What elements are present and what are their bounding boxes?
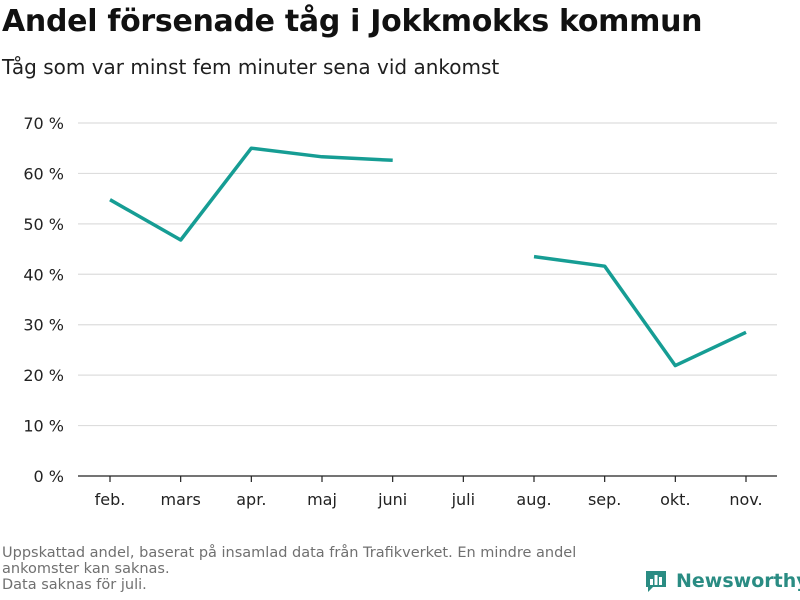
x-tick-label: nov. — [729, 490, 762, 509]
x-tick-label: sep. — [588, 490, 621, 509]
series-line-segment — [533, 254, 747, 368]
y-tick-label: 10 % — [23, 417, 64, 436]
brand-name: Newsworthy — [676, 570, 800, 592]
footnote: Uppskattad andel, baserat på insamlad da… — [2, 545, 632, 593]
line-chart: 0 % 10 % 20 % 30 % 40 % 50 % 60 % 70 % feb. mars… — [23, 114, 777, 509]
bar-chart-logo-icon — [646, 571, 666, 592]
gridlines — [78, 122, 777, 427]
y-tick-label: 40 % — [23, 265, 64, 284]
chart-title: Andel försenade tåg i Jokkmokks kommun — [2, 4, 703, 39]
x-tick-label: apr. — [236, 490, 266, 509]
x-tick-label: mars — [161, 490, 201, 509]
x-tick-label: maj — [307, 490, 337, 509]
y-tick-label: 0 % — [34, 467, 64, 486]
x-tick-label: okt. — [660, 490, 690, 509]
series-line-segment — [109, 146, 393, 242]
chart-subtitle: Tåg som var minst fem minuter sena vid a… — [2, 55, 500, 79]
y-tick-label: 20 % — [23, 366, 64, 385]
footnote-line: Data saknas för juli. — [2, 577, 147, 593]
footnote-line: Uppskattad andel, baserat på insamlad da… — [2, 545, 577, 561]
y-tick-label: 50 % — [23, 215, 64, 234]
x-tick-label: aug. — [516, 490, 551, 509]
y-tick-label: 60 % — [23, 164, 64, 183]
x-axis-tick-labels: feb. mars apr. maj juni juli aug. sep. okt. nov. — [95, 490, 763, 509]
y-tick-label: 70 % — [23, 114, 64, 133]
x-tick-label: juli — [451, 490, 475, 509]
x-axis — [78, 475, 777, 482]
newsworthy-logo: Newsworthy — [644, 569, 800, 593]
y-tick-label: 30 % — [23, 316, 64, 335]
x-tick-label: juni — [377, 490, 407, 509]
y-axis-tick-labels: 0 % 10 % 20 % 30 % 40 % 50 % 60 % 70 % — [23, 114, 64, 486]
x-tick-label: feb. — [95, 490, 126, 509]
series-lines — [109, 146, 747, 368]
footnote-line: ankomster kan saknas. — [2, 561, 170, 577]
